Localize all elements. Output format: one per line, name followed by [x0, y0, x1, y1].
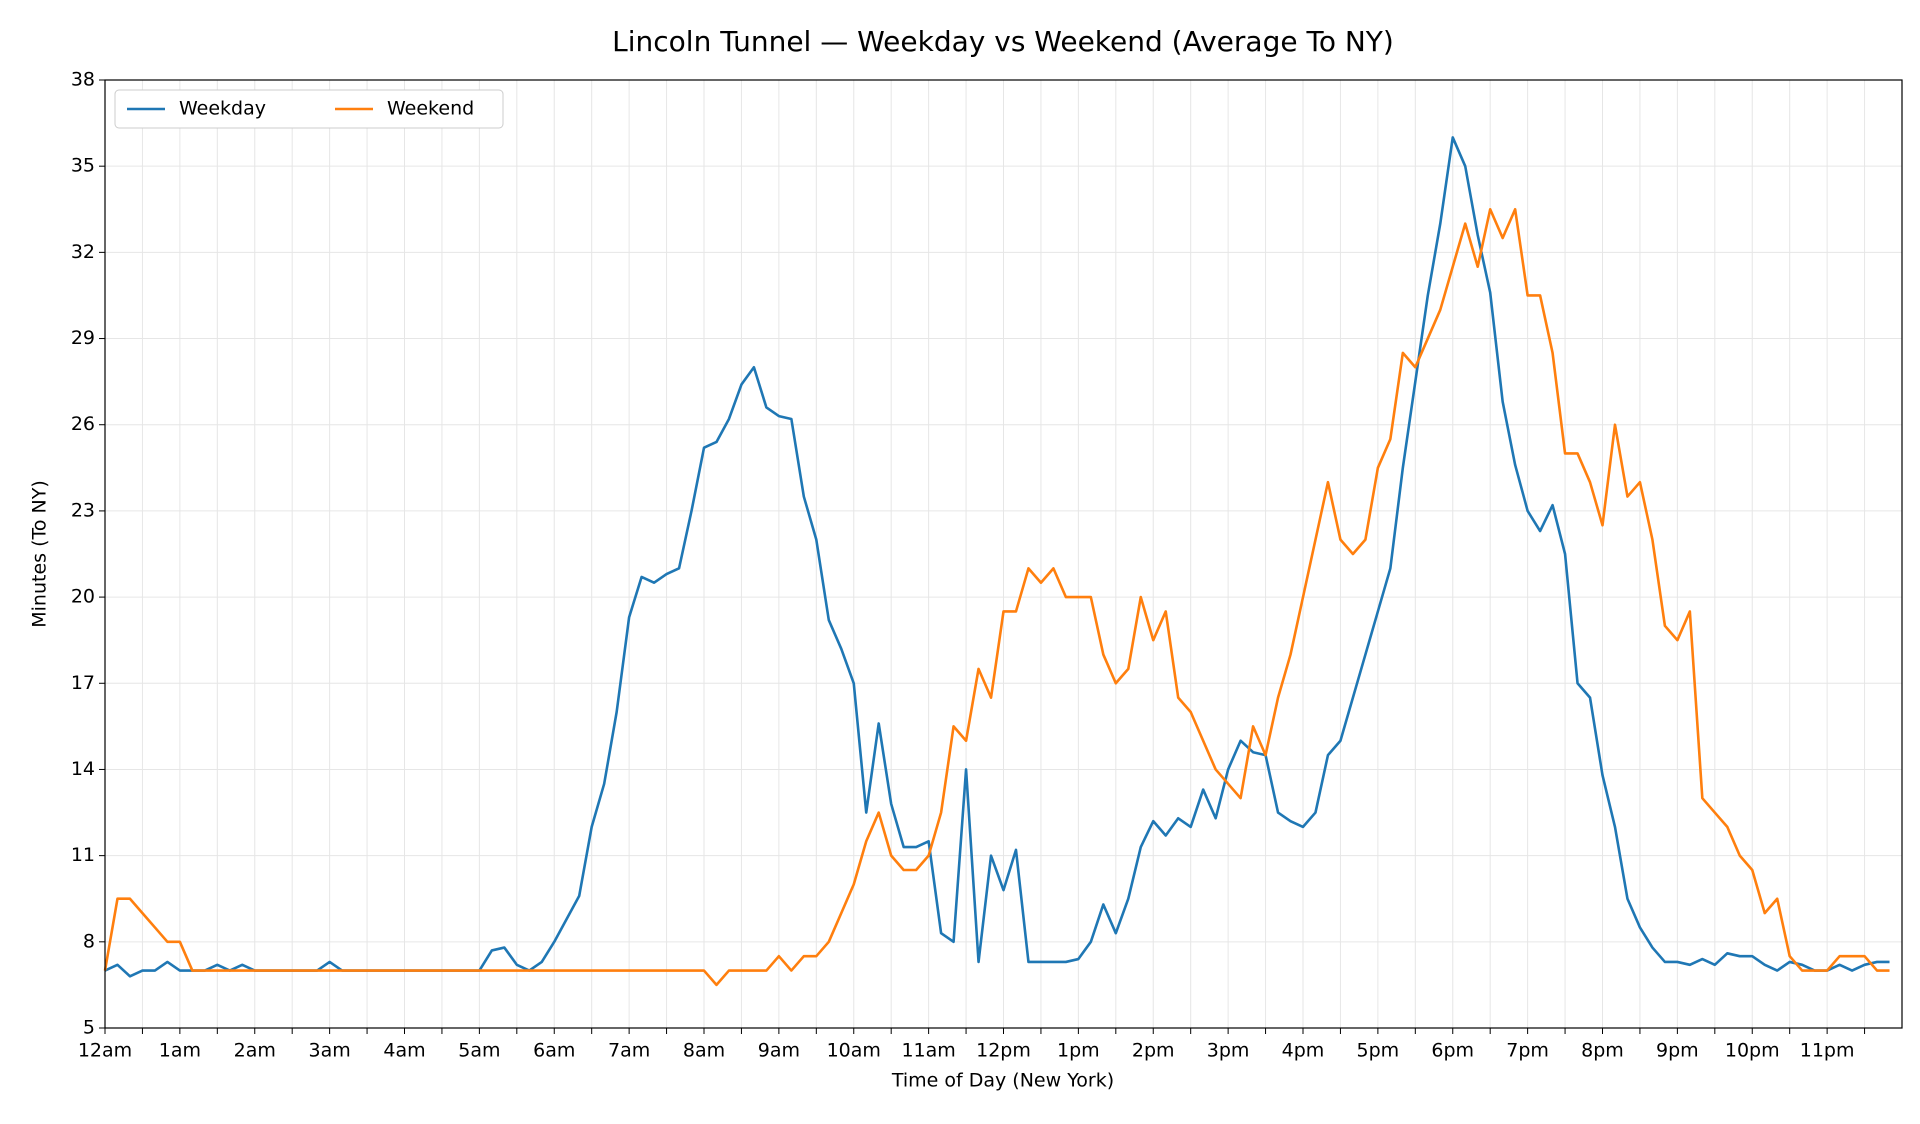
x-tick-label: 8pm — [1581, 1040, 1624, 1062]
x-tick-label: 1pm — [1057, 1040, 1100, 1062]
series-line — [104, 136, 1890, 978]
x-tick-label: 9am — [758, 1040, 800, 1062]
x-tick-label: 10am — [827, 1040, 881, 1062]
x-tick-label: 10pm — [1725, 1040, 1780, 1062]
y-tick-label: 29 — [71, 327, 95, 349]
x-tick-label: 6pm — [1431, 1040, 1474, 1062]
y-tick-label: 38 — [71, 69, 95, 91]
y-tick-label: 23 — [71, 499, 95, 521]
y-tick-label: 11 — [71, 844, 95, 866]
chart-title: Lincoln Tunnel — Weekday vs Weekend (Ave… — [612, 25, 1394, 58]
x-tick-label: 11pm — [1800, 1040, 1855, 1062]
x-tick-label: 4pm — [1282, 1040, 1325, 1062]
y-tick-label: 17 — [71, 672, 95, 694]
y-tick-label: 14 — [71, 758, 95, 780]
x-tick-label: 2pm — [1132, 1040, 1175, 1062]
legend: Weekday Weekend — [114, 89, 504, 129]
x-tick-label: 5am — [458, 1040, 500, 1062]
x-tick-label: 12am — [78, 1040, 132, 1062]
x-tick-label: 11am — [901, 1040, 955, 1062]
x-tick-label: 9pm — [1656, 1040, 1699, 1062]
y-tick-label: 32 — [71, 241, 95, 263]
x-tick-label: 1am — [159, 1040, 201, 1062]
y-tick-label: 35 — [71, 155, 95, 177]
y-tick-label: 26 — [71, 413, 95, 435]
x-tick-label: 8am — [683, 1040, 725, 1062]
y-tick-label: 5 — [83, 1017, 95, 1039]
x-tick-label: 3am — [309, 1040, 351, 1062]
legend-box — [114, 89, 504, 129]
x-tick-label: 6am — [533, 1040, 575, 1062]
x-tick-label: 2am — [234, 1040, 276, 1062]
plot-frame — [104, 79, 1903, 1029]
x-tick-label: 12pm — [976, 1040, 1031, 1062]
series-line — [103, 207, 1890, 987]
y-tick-label: 8 — [83, 930, 95, 952]
legend-label: Weekday — [179, 98, 266, 120]
x-tick-label: 7am — [608, 1040, 650, 1062]
x-tick-label: 3pm — [1207, 1040, 1250, 1062]
x-tick-label: 4am — [383, 1040, 425, 1062]
x-tick-label: 7pm — [1506, 1040, 1549, 1062]
x-tick-label: 5pm — [1357, 1040, 1400, 1062]
y-axis-label: Minutes (To NY) — [29, 480, 51, 628]
legend-label: Weekend — [387, 98, 474, 120]
y-tick-label: 20 — [71, 586, 95, 608]
x-axis-label: Time of Day (New York) — [891, 1070, 1114, 1092]
